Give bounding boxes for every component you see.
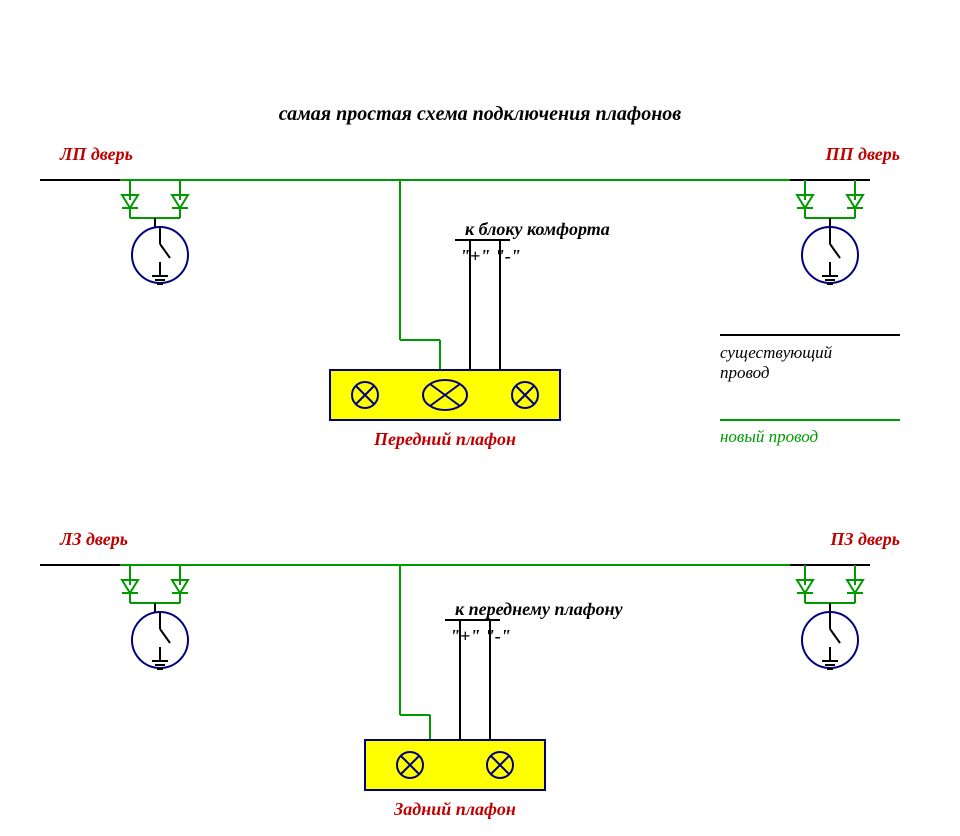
label-to-front-plafon: к переднему плафону xyxy=(455,599,624,619)
label-pz-door: ПЗ дверь xyxy=(829,529,900,549)
legend-new-label: новый провод xyxy=(720,427,819,446)
legend-existing-label-1: существующий xyxy=(720,343,833,362)
label-front-plafon: Передний плафон xyxy=(373,429,516,449)
door-switch-bot-left xyxy=(122,565,188,669)
diode-pair-icon xyxy=(122,565,188,603)
label-comfort-polarity: "+" "-" xyxy=(460,246,521,266)
front-plafon-icon xyxy=(330,370,560,420)
diode-pair-icon xyxy=(122,180,188,218)
legend-existing-label-2: провод xyxy=(720,363,770,382)
diode-pair-icon xyxy=(797,180,863,218)
wiring-diagram: самая простая схема подключения плафонов… xyxy=(0,0,960,836)
door-switch-top-right xyxy=(797,180,863,284)
diagram-title: самая простая схема подключения плафонов xyxy=(279,103,682,125)
label-rear-plafon: Задний плафон xyxy=(393,799,516,819)
diode-pair-icon xyxy=(797,565,863,603)
rear-plafon-icon xyxy=(365,740,545,790)
door-switch-top-left xyxy=(122,180,188,284)
door-switch-bot-right xyxy=(797,565,863,669)
label-comfort-block: к блоку комфорта xyxy=(465,219,610,239)
label-lz-door: ЛЗ дверь xyxy=(59,529,128,549)
label-lp-door: ЛП дверь xyxy=(59,144,133,164)
label-pp-door: ПП дверь xyxy=(825,144,900,164)
label-rear-polarity: "+" "-" xyxy=(450,626,511,646)
